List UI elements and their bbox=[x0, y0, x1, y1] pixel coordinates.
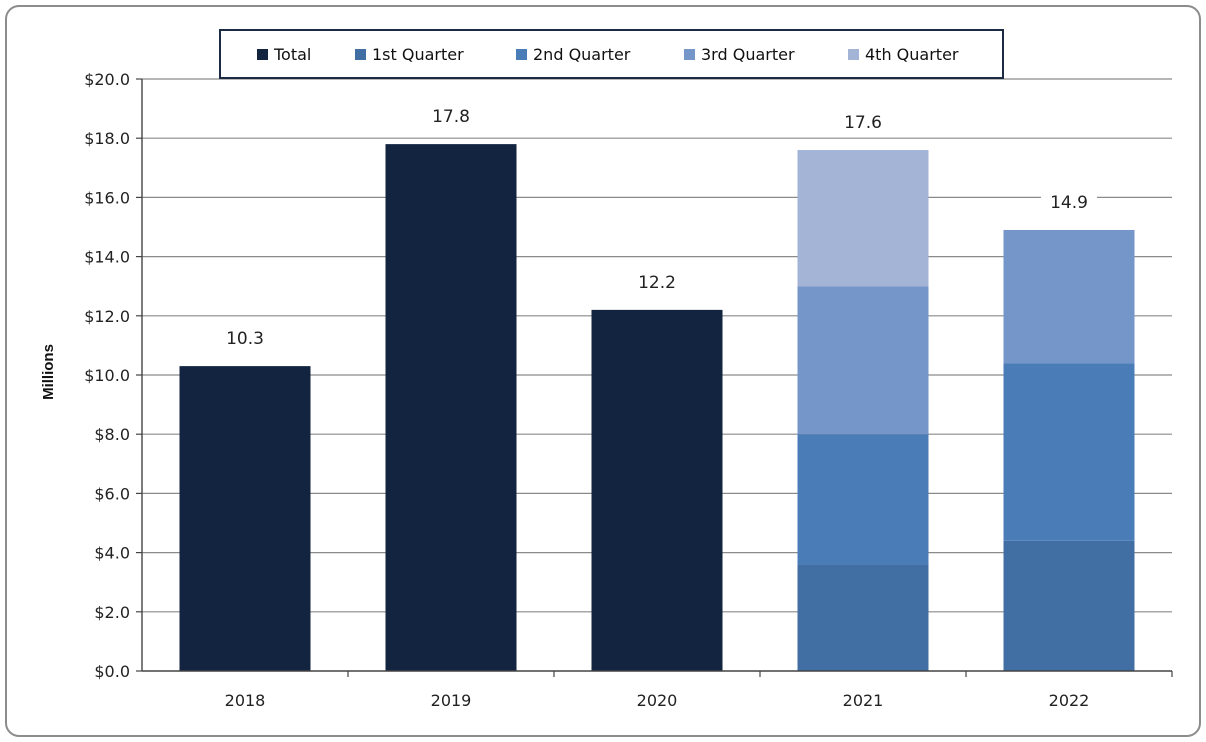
x-tick-label: 2022 bbox=[1049, 691, 1090, 710]
x-tick-label: 2019 bbox=[431, 691, 472, 710]
legend-swatch bbox=[684, 49, 695, 60]
legend-swatch bbox=[516, 49, 527, 60]
bar-2019-total bbox=[385, 144, 517, 671]
bar-2020-total bbox=[591, 309, 723, 671]
data-label: 17.8 bbox=[432, 107, 470, 127]
x-tick-label: 2021 bbox=[843, 691, 884, 710]
legend-swatch bbox=[257, 49, 268, 60]
x-tick-label: 2018 bbox=[225, 691, 266, 710]
data-label-bg bbox=[217, 327, 273, 352]
data-label-bg bbox=[423, 105, 479, 130]
legend-label: 2nd Quarter bbox=[533, 45, 631, 64]
data-label-bg bbox=[629, 270, 685, 295]
legend-swatch bbox=[848, 49, 859, 60]
y-tick-label: $12.0 bbox=[84, 307, 130, 326]
y-tick-label: $2.0 bbox=[94, 603, 130, 622]
y-tick-label: $10.0 bbox=[84, 366, 130, 385]
bar-2021-1st-quarter bbox=[797, 564, 929, 671]
data-label-bg bbox=[1041, 190, 1097, 215]
legend: Total 1st Quarter 2nd Quarter 3rd Quarter 4t… bbox=[219, 29, 1004, 79]
y-tick-label: $4.0 bbox=[94, 544, 130, 563]
legend-label: 1st Quarter bbox=[372, 45, 464, 64]
y-tick-label: $6.0 bbox=[94, 484, 130, 503]
y-axis-label: Millions bbox=[40, 344, 57, 400]
data-label: 10.3 bbox=[226, 329, 264, 349]
bar-2021-2nd-quarter bbox=[797, 434, 929, 565]
y-tick-label: $18.0 bbox=[84, 129, 130, 148]
y-tick-label: $0.0 bbox=[94, 662, 130, 681]
bar-2022-2nd-quarter bbox=[1003, 363, 1135, 541]
bars bbox=[179, 144, 1135, 671]
y-tick-label: $16.0 bbox=[84, 188, 130, 207]
y-tick-label: $8.0 bbox=[94, 425, 130, 444]
bar-2021-4th-quarter bbox=[797, 150, 929, 287]
data-label: 14.9 bbox=[1050, 193, 1088, 213]
y-tick-label: $20.0 bbox=[84, 70, 130, 89]
bar-2022-3rd-quarter bbox=[1003, 229, 1135, 364]
legend-box bbox=[219, 29, 1004, 79]
axes: $0.0 $2.0 $4.0 $6.0 $8.0 $10.0 $12.0 $14.0 $16.0… bbox=[84, 70, 1173, 710]
y-tick-label: $14.0 bbox=[84, 248, 130, 267]
bar-2022-1st-quarter bbox=[1003, 540, 1135, 671]
legend-label: Total bbox=[273, 45, 311, 64]
bar-2021-3rd-quarter bbox=[797, 286, 929, 435]
legend-label: 3rd Quarter bbox=[701, 45, 795, 64]
data-label: 17.6 bbox=[844, 113, 882, 133]
data-labels: 10.3 17.8 12.2 17.6 14.9 bbox=[217, 105, 1097, 352]
x-tick-label: 2020 bbox=[637, 691, 678, 710]
data-label-bg bbox=[835, 111, 891, 136]
legend-label: 4th Quarter bbox=[865, 45, 959, 64]
data-label: 12.2 bbox=[638, 273, 676, 293]
bar-2018-total bbox=[179, 366, 311, 671]
legend-swatch bbox=[355, 49, 366, 60]
